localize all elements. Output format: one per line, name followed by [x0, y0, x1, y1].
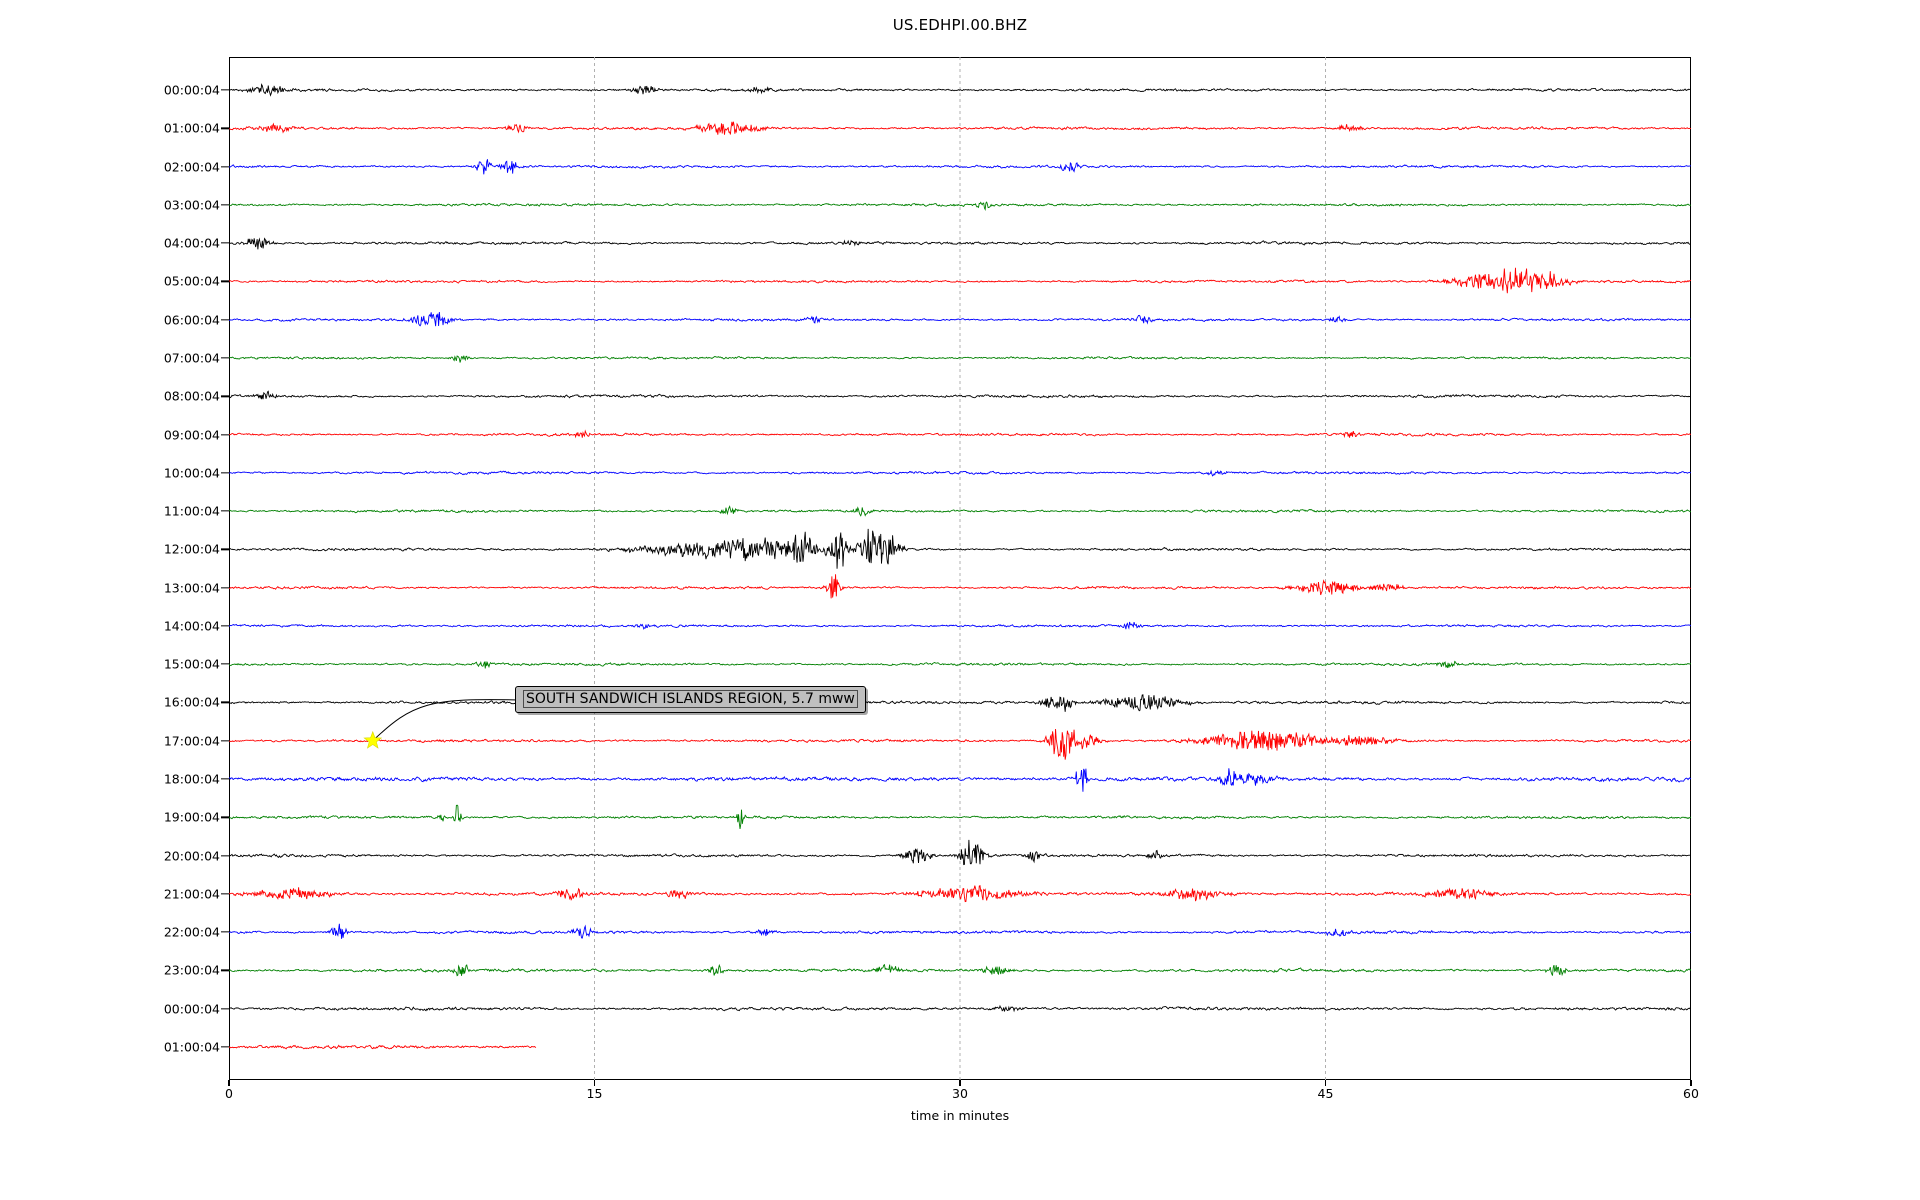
y-axis-tick-mark	[221, 740, 229, 742]
y-axis-tick-label: 16:00:04	[163, 694, 220, 710]
y-axis-tick-mark	[221, 701, 229, 704]
x-axis-tick-mark	[593, 1080, 596, 1086]
trace-16-00-04	[229, 694, 1691, 712]
x-axis-tick-mark	[1690, 1080, 1692, 1086]
y-axis-tick-mark	[221, 165, 229, 168]
trace-19-00-04	[229, 804, 1691, 830]
y-axis-tick-label: 07:00:04	[163, 350, 220, 366]
trace-12-00-04	[229, 528, 1691, 569]
trace-07-00-04	[229, 355, 1691, 363]
y-axis-tick-label: 23:00:04	[163, 962, 220, 978]
y-axis-tick-mark	[221, 242, 229, 244]
y-axis-tick-mark	[221, 395, 229, 397]
y-axis-tick-mark	[221, 510, 229, 512]
y-axis-tick-label: 02:00:04	[163, 159, 220, 175]
trace-18-00-04	[229, 768, 1691, 792]
event-annotation-label[interactable]: SOUTH SANDWICH ISLANDS REGION, 5.7 mww	[515, 686, 866, 714]
y-axis-tick-mark	[221, 1008, 229, 1010]
y-axis-tick-label: 06:00:04	[163, 312, 220, 328]
x-axis-tick-label: 15	[586, 1086, 603, 1101]
x-axis-tick-mark	[228, 1080, 230, 1086]
trace-00-00-04	[229, 83, 1691, 97]
trace-01-00-04	[229, 121, 1691, 135]
trace-01-00-04	[229, 1044, 537, 1050]
y-axis-tick-mark	[221, 625, 229, 627]
trace-23-00-04	[229, 963, 1691, 977]
y-axis-tick-mark	[221, 1046, 229, 1048]
y-axis-tick-mark	[221, 663, 229, 665]
event-annotation-text: SOUTH SANDWICH ISLANDS REGION, 5.7 mww	[523, 690, 858, 709]
y-axis-tick-mark	[221, 89, 229, 91]
x-axis-tick-mark	[959, 1080, 961, 1086]
y-axis-tick-mark	[221, 127, 229, 129]
trace-22-00-04	[229, 923, 1691, 939]
x-axis-tick-mark	[1324, 1080, 1327, 1086]
y-axis-tick-mark	[221, 778, 229, 780]
y-axis-tick-label: 00:00:04	[163, 82, 220, 98]
y-axis-tick-mark	[221, 319, 229, 321]
trace-02-00-04	[229, 159, 1691, 175]
y-axis-tick-label: 21:00:04	[163, 886, 220, 902]
trace-13-00-04	[229, 574, 1691, 599]
y-axis-tick-label: 18:00:04	[163, 771, 220, 787]
y-axis-tick-mark	[221, 204, 229, 206]
y-axis-tick-label: 04:00:04	[163, 235, 220, 251]
seismogram-canvas	[229, 57, 1691, 1080]
trace-05-00-04	[229, 267, 1691, 294]
y-axis-tick-label: 15:00:04	[163, 656, 220, 672]
trace-08-00-04	[229, 390, 1691, 400]
y-axis-tick-mark	[221, 280, 229, 283]
y-axis-tick-label: 08:00:04	[163, 388, 220, 404]
x-axis-tick-label: 60	[1683, 1086, 1699, 1101]
y-axis-tick-label: 12:00:04	[163, 541, 220, 557]
x-axis-tick-label: 45	[1317, 1086, 1334, 1101]
trace-00-00-04	[229, 1004, 1691, 1013]
y-axis-tick-label: 05:00:04	[163, 273, 220, 289]
trace-06-00-04	[229, 312, 1691, 327]
y-axis-tick-mark	[221, 893, 229, 895]
y-axis-tick-label: 13:00:04	[163, 580, 220, 596]
y-axis-tick-mark	[221, 854, 229, 857]
trace-20-00-04	[229, 839, 1691, 866]
y-axis-tick-label: 19:00:04	[163, 809, 220, 825]
trace-21-00-04	[229, 885, 1691, 903]
trace-17-00-04	[229, 728, 1691, 760]
y-axis-tick-mark	[221, 433, 229, 436]
trace-15-00-04	[229, 660, 1691, 669]
x-axis-label: time in minutes	[910, 1108, 1010, 1123]
y-axis-tick-label: 09:00:04	[163, 427, 220, 443]
y-axis-tick-label: 14:00:04	[163, 618, 220, 634]
trace-11-00-04	[229, 505, 1691, 517]
y-axis-tick-label: 01:00:04	[163, 120, 220, 136]
y-axis-tick-mark	[221, 586, 229, 589]
y-axis-tick-label: 10:00:04	[163, 465, 220, 481]
y-axis-tick-mark	[221, 357, 229, 359]
trace-04-00-04	[229, 237, 1691, 250]
star-marker[interactable]	[363, 730, 383, 749]
trace-03-00-04	[229, 201, 1691, 212]
y-axis-tick-label: 11:00:04	[163, 503, 220, 519]
trace-09-00-04	[229, 429, 1691, 439]
y-axis-tick-mark	[221, 816, 229, 818]
y-axis-tick-label: 03:00:04	[163, 197, 220, 213]
annotation-leader-line	[372, 699, 520, 742]
y-axis-tick-mark	[221, 931, 229, 933]
y-axis-tick-mark	[221, 969, 229, 972]
y-axis-tick-mark	[221, 472, 229, 474]
page-title: US.EDHPI.00.BHZ	[892, 16, 1028, 34]
y-axis-tick-label: 20:00:04	[163, 848, 220, 864]
trace-14-00-04	[229, 621, 1691, 630]
y-axis-tick-mark	[221, 548, 229, 551]
x-axis-tick-label: 0	[225, 1086, 233, 1101]
y-axis-tick-label: 00:00:04	[163, 1001, 220, 1017]
trace-10-00-04	[229, 469, 1691, 477]
y-axis-tick-label: 01:00:04	[163, 1039, 220, 1055]
x-axis-tick-label: 30	[952, 1086, 968, 1101]
y-axis-tick-label: 17:00:04	[163, 733, 220, 749]
y-axis-tick-label: 22:00:04	[163, 924, 220, 940]
